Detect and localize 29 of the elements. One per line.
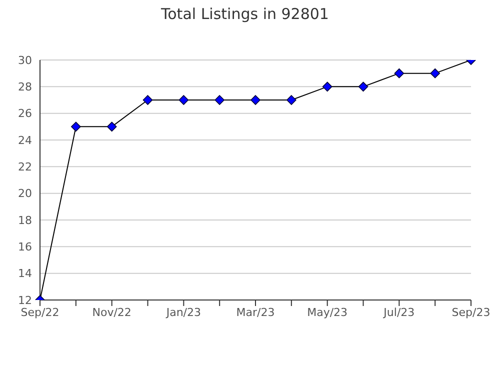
point	[286, 95, 296, 105]
point	[430, 68, 440, 78]
x-tick-label: Jul/23	[382, 306, 415, 319]
y-tick-label: 30	[18, 54, 32, 67]
y-tick-label: 16	[18, 240, 32, 254]
x-tick-label: Sep/23	[452, 306, 490, 319]
y-tick-label: 20	[18, 187, 32, 200]
x-tick-label: Sep/22	[20, 306, 60, 319]
y-tick-label: 22	[18, 160, 32, 174]
y-tick-label: 26	[18, 107, 32, 120]
y-tick-label: 24	[18, 134, 32, 147]
x-tick-label: May/23	[307, 306, 348, 319]
point	[71, 122, 81, 132]
point	[106, 122, 117, 132]
point	[178, 95, 189, 105]
x-tick-label: Jan/23	[165, 306, 202, 319]
y-tick-label: 12	[18, 294, 32, 307]
y-tick-label: 14	[18, 267, 32, 280]
point	[142, 95, 153, 105]
x-tick-label: Nov/22	[92, 306, 132, 319]
point	[250, 95, 260, 105]
chart-title: Total Listings in 92801	[160, 5, 330, 23]
y-tick-label: 18	[18, 214, 32, 227]
x-tick-label: Mar/23	[236, 306, 275, 319]
point	[322, 82, 332, 92]
point	[358, 82, 368, 92]
point	[214, 95, 224, 105]
point	[394, 68, 404, 78]
y-tick-label: 28	[18, 80, 32, 94]
